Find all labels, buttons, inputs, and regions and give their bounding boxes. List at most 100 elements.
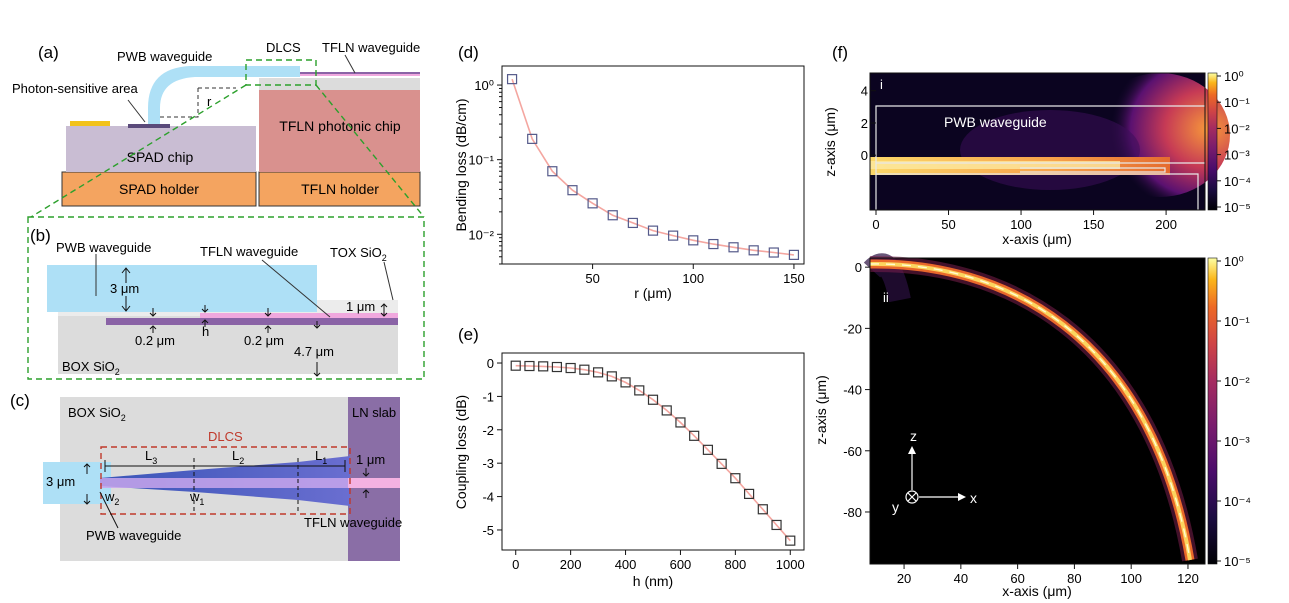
- colorbar-label: 10⁻²: [1224, 121, 1250, 136]
- spad-pad: [70, 121, 110, 126]
- data-point-e: [592, 367, 604, 378]
- data-point-d: [688, 235, 699, 246]
- w2-label: w2: [104, 489, 119, 507]
- pwb-label-b: PWB waveguide: [56, 240, 151, 255]
- data-point-e: [565, 362, 576, 374]
- y-tick-label-d: 10⁰: [474, 78, 494, 93]
- x-tick-label-e: 400: [615, 557, 637, 572]
- panel-d-label: (d): [458, 43, 479, 62]
- data-point-e: [785, 535, 796, 546]
- data-point-e: [771, 519, 782, 531]
- data-point-e: [551, 361, 563, 373]
- data-point-d: [708, 238, 719, 250]
- data-point-e: [661, 405, 672, 416]
- x-tick-label-e: 800: [725, 557, 747, 572]
- panel-e-label: (e): [458, 325, 479, 344]
- axis-x-label: x: [970, 490, 977, 506]
- x-label-e: h (nm): [633, 573, 673, 589]
- data-point-e: [510, 360, 521, 371]
- series-line-d: [511, 78, 794, 256]
- panel-d: (d) 50 100 150 10⁰ 10⁻¹ 10⁻² r (μm) Bending l…: [453, 43, 805, 301]
- dim-1um-c: 1 μm: [356, 452, 385, 467]
- y-label-d: Bending loss (dB/cm): [453, 98, 469, 231]
- plot-frame-d: [501, 65, 805, 265]
- series-d: [506, 74, 800, 260]
- photon-sensitive-area: [128, 124, 170, 128]
- spad-holder: [61, 171, 257, 207]
- data-point-e: [675, 417, 686, 428]
- panel-f-label: (f): [832, 43, 848, 62]
- tfln-waveguide-b: [106, 318, 398, 325]
- data-point-d: [607, 210, 618, 221]
- data-point-e: [702, 444, 714, 455]
- pwb-waveguide-b: [47, 265, 317, 312]
- dlcs-box-a: [245, 59, 317, 86]
- y-into-page-icon: [905, 490, 919, 504]
- y-tick-label-e: -3: [482, 456, 494, 471]
- colorbar-label: 10⁻⁵: [1224, 554, 1251, 569]
- y-tick-label-e: 0: [487, 356, 494, 371]
- data-point-e: [579, 364, 590, 375]
- panel-a: (a) SPAD holder TFLN holder SPAD chip TF…: [12, 40, 425, 218]
- tfln-box-layer: [259, 78, 420, 90]
- spad-holder-label: SPAD holder: [119, 181, 199, 197]
- roman-ii: ii: [883, 290, 889, 305]
- x-tick-label-e: 600: [670, 557, 692, 572]
- y-tick-label-e: -1: [482, 389, 494, 404]
- data-point-d: [748, 245, 759, 256]
- y-tick-label-f: -60: [843, 444, 862, 459]
- photon-area-label: Photon-sensitive area: [12, 81, 139, 96]
- dlcs-zoom-frame: [27, 216, 425, 380]
- y-label-e: Coupling loss (dB): [453, 395, 469, 509]
- x-label-d: r (μm): [634, 285, 672, 301]
- tfln-waveguide-c: [348, 478, 400, 488]
- data-point-e: [743, 488, 755, 500]
- data-point-d: [768, 247, 779, 258]
- spad-chip-label: SPAD chip: [127, 149, 194, 165]
- tfln-label-c: TFLN waveguide: [304, 515, 402, 530]
- tox-label: TOX SiO2: [330, 245, 387, 263]
- data-point-e: [730, 473, 741, 484]
- colorbar-label: 10⁻³: [1224, 148, 1250, 163]
- colorbar-label: 10⁻⁴: [1224, 494, 1251, 509]
- colorbar-label: 10⁰: [1224, 254, 1244, 269]
- y-tick-label-f: -40: [843, 383, 862, 398]
- panel-c-label: (c): [10, 391, 30, 410]
- data-point-e: [538, 361, 549, 372]
- x-tick-label-f: 120: [1177, 571, 1199, 586]
- y-tick-label-f: -80: [843, 505, 862, 520]
- colorbar-label: 10⁻¹: [1224, 314, 1250, 329]
- colorbar-label: 10⁻⁴: [1224, 174, 1251, 189]
- data-point-e: [606, 371, 617, 382]
- x-tick-label-e: 0: [512, 557, 519, 572]
- box-sio2-b: [58, 316, 398, 374]
- panel-b: (b) PWB waveguide TFLN waveguide TOX SiO…: [27, 216, 425, 380]
- axis-y-label: y: [892, 499, 899, 515]
- x-tick-label-f: 200: [1155, 217, 1177, 232]
- data-point-e: [689, 430, 700, 441]
- dim-3um-c: 3 μm: [46, 474, 75, 489]
- x-tick-label-f: 20: [897, 571, 911, 586]
- pwb-label-c: PWB waveguide: [86, 528, 181, 543]
- data-point-d: [547, 166, 558, 177]
- tfln-ridge-b: [200, 313, 398, 318]
- spad-chip: [66, 126, 256, 172]
- x-tick-label-f: 100: [1010, 217, 1032, 232]
- dlcs-label-a: DLCS: [266, 40, 301, 55]
- colorbar-label: 10⁻¹: [1224, 95, 1250, 110]
- y-label-f-i: z-axis (μm): [822, 107, 838, 177]
- x-tick-label-f: 40: [954, 571, 968, 586]
- panel-a-label: (a): [38, 43, 59, 62]
- data-point-e: [716, 458, 727, 469]
- x-tick-label-f: 80: [1067, 571, 1081, 586]
- x-label-f-i: x-axis (μm): [1002, 231, 1072, 247]
- r-label: r: [207, 94, 212, 109]
- dim-02-a: 0.2 μm: [135, 333, 175, 348]
- pwb-waveguide-c: [43, 462, 111, 504]
- data-point-e: [634, 385, 645, 396]
- colorbar-f-i: [1207, 72, 1218, 211]
- data-point-e: [757, 504, 768, 515]
- y-tick-label-e: -5: [482, 523, 494, 538]
- y-tick-label-e: -2: [482, 423, 494, 438]
